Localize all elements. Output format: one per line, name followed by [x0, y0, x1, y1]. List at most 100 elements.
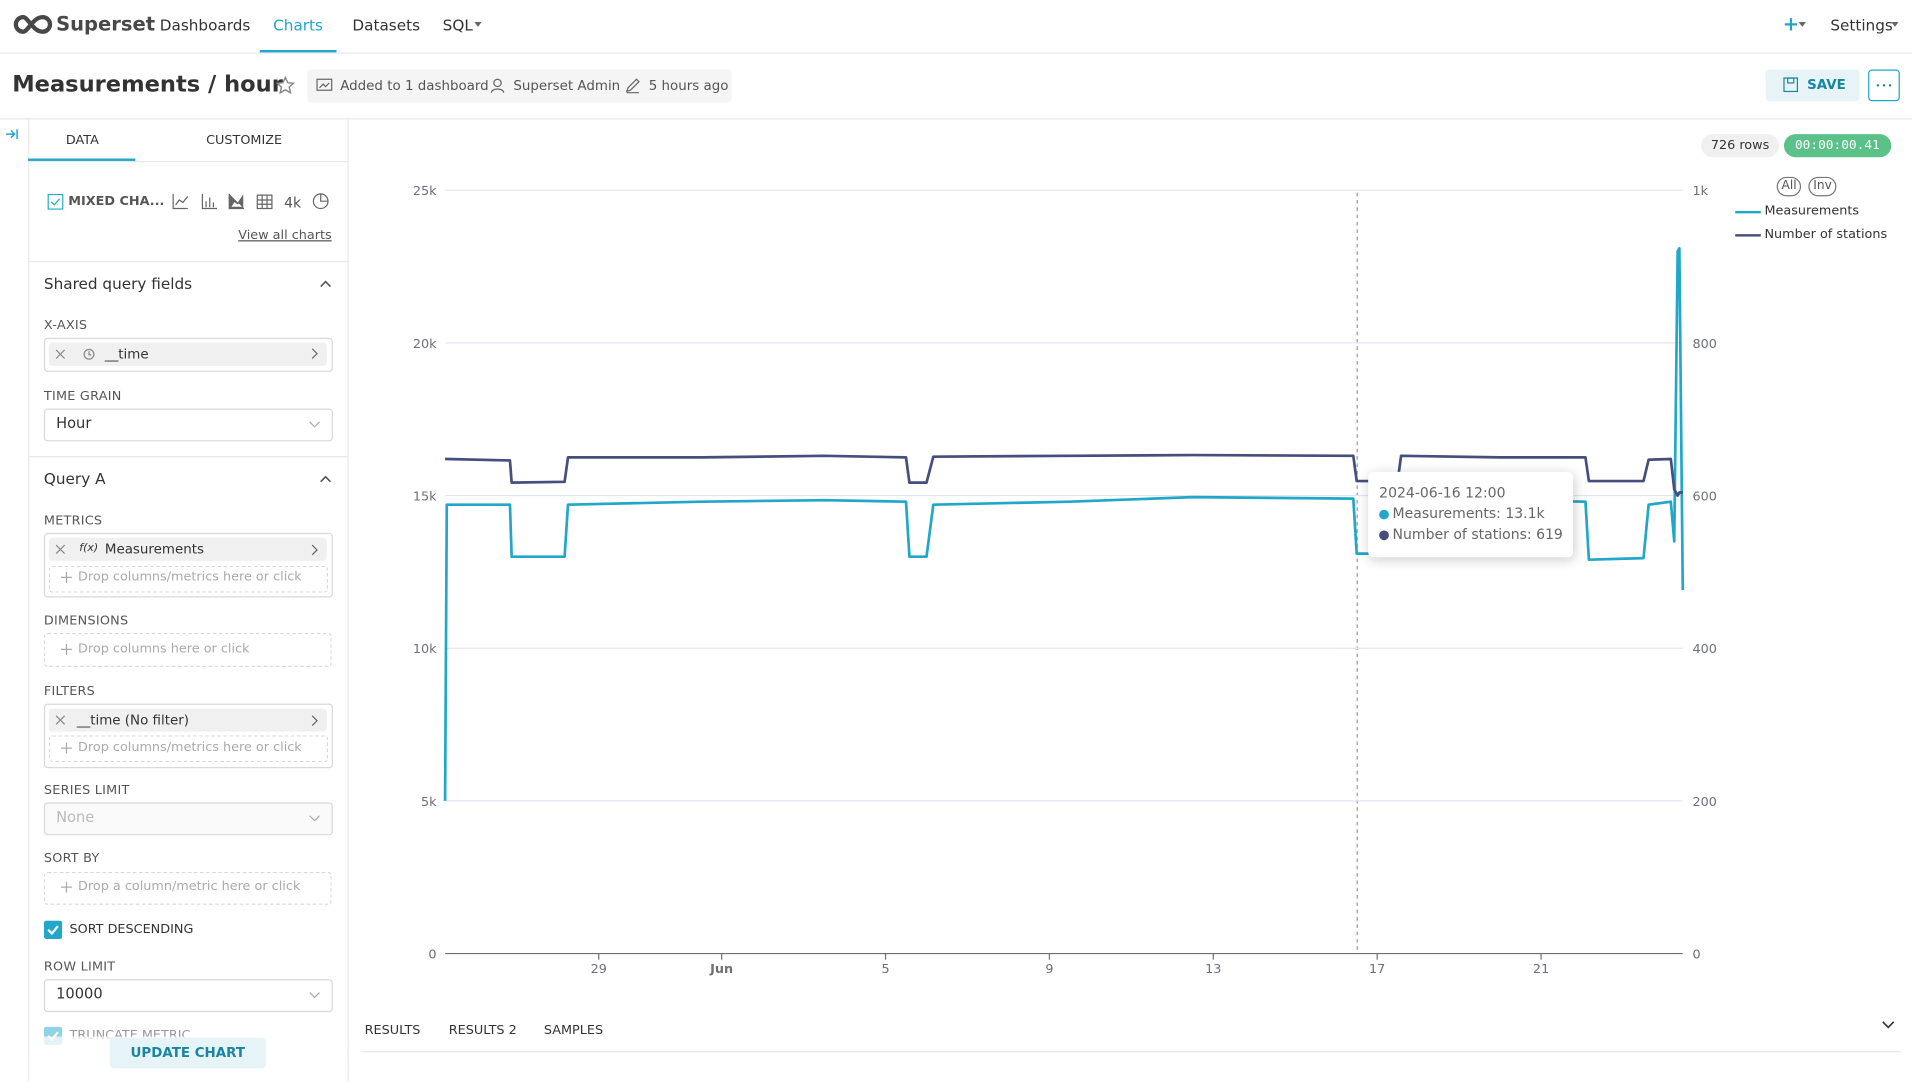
results-tab[interactable]: RESULTS [364, 1023, 421, 1038]
y-tick-label: 0 [428, 947, 436, 962]
tooltip-line: Measurements: 13.1k [1392, 504, 1545, 522]
divider [362, 1051, 1902, 1053]
tooltip-title: 2024-06-16 12:00 [1379, 484, 1506, 502]
pill-arrow[interactable] [311, 544, 318, 556]
tooltip-line: Number of stations: 619 [1392, 525, 1563, 543]
tab-indicator [28, 158, 136, 161]
section-title[interactable]: Query A [43, 469, 106, 488]
metric-pill[interactable] [48, 537, 327, 561]
y-tick-label: 10k [413, 642, 437, 657]
select[interactable] [43, 408, 333, 442]
select-value: 10000 [56, 985, 103, 1003]
x-tick-label: 9 [1045, 962, 1053, 977]
dashboard-count[interactable]: Added to 1 dashboard [340, 78, 489, 94]
checkbox-icon [47, 193, 64, 210]
drop-zone[interactable] [48, 565, 329, 593]
divider [0, 118, 1912, 120]
series-line [443, 246, 1685, 801]
y2-tick-label: 0 [1693, 947, 1701, 962]
divider [0, 52, 1912, 54]
modified-time: 5 hours ago [648, 78, 729, 94]
column-pill[interactable] [48, 342, 327, 366]
select-caret [309, 992, 320, 999]
more-button[interactable] [1868, 69, 1900, 102]
nav-link[interactable]: Datasets [352, 15, 421, 35]
collapse-caret[interactable] [319, 474, 332, 483]
edit-icon [625, 78, 640, 94]
pill-arrow[interactable] [311, 715, 318, 727]
view-all-charts[interactable]: View all charts [238, 228, 332, 243]
results-tab[interactable]: RESULTS 2 [448, 1023, 517, 1038]
favorite-star[interactable] [275, 75, 296, 96]
tab[interactable]: CUSTOMIZE [206, 132, 283, 148]
remove-icon[interactable] [55, 544, 67, 556]
checkbox[interactable] [43, 920, 63, 939]
settings-menu[interactable]: Settings [1830, 15, 1893, 35]
viz-icons[interactable] [172, 193, 337, 211]
save-button[interactable] [1765, 69, 1860, 102]
logo-icon [13, 14, 53, 34]
update-button[interactable] [109, 1037, 266, 1069]
plus-icon [60, 643, 72, 655]
owner: Superset Admin [513, 78, 621, 94]
y2-tick-label: 400 [1693, 642, 1717, 657]
save-label[interactable]: SAVE [1807, 76, 1846, 93]
drop-zone[interactable] [43, 871, 332, 905]
section-title[interactable]: Shared query fields [43, 274, 193, 293]
legend-invert[interactable]: Inv [1808, 176, 1837, 197]
results-tab[interactable]: SAMPLES [543, 1023, 604, 1038]
caret [1798, 21, 1806, 27]
legend-label[interactable]: Measurements [1764, 203, 1860, 219]
new-button[interactable]: + [1782, 12, 1800, 36]
brand[interactable]: Superset [56, 12, 156, 36]
remove-icon[interactable] [55, 715, 67, 727]
drop-placeholder: Drop columns/metrics here or click [78, 569, 302, 585]
expand-caret[interactable] [1882, 1021, 1895, 1030]
legend-select-all[interactable]: All [1776, 176, 1802, 197]
update-label[interactable]: UPDATE CHART [130, 1045, 246, 1061]
select-caret [309, 421, 320, 428]
collapse-icon[interactable] [5, 128, 20, 140]
x-tick-label: 13 [1205, 962, 1221, 977]
divider [28, 456, 348, 458]
tooltip [1368, 471, 1574, 558]
nav-active-indicator [259, 49, 337, 53]
collapse-caret[interactable] [319, 279, 332, 288]
tooltip-dot [1379, 530, 1389, 541]
series-line [445, 453, 1683, 497]
divider [28, 160, 348, 163]
tab[interactable]: DATA [65, 132, 99, 148]
chart-title[interactable]: Measurements / hour [12, 71, 283, 98]
field-label: SORT BY [43, 851, 100, 866]
nav-link[interactable]: Dashboards [159, 15, 251, 35]
tooltip-dot [1379, 509, 1389, 520]
y-tick-label: 20k [413, 337, 437, 352]
more-icon [1876, 84, 1892, 87]
user-icon [490, 78, 505, 93]
field-label: ROW LIMIT [43, 959, 116, 975]
plus-icon [60, 571, 72, 583]
field-label: TIME GRAIN [43, 388, 122, 404]
nav-link[interactable]: Charts [273, 15, 323, 35]
viz-type[interactable]: MIXED CHA... [68, 193, 165, 209]
viz-4k[interactable]: 4k [284, 193, 302, 211]
y2-tick-label: 600 [1693, 489, 1717, 504]
field-label: SERIES LIMIT [43, 782, 130, 798]
filter-pill[interactable] [48, 708, 327, 732]
x-tick-label: 17 [1369, 962, 1385, 977]
nav-link[interactable]: SQL [442, 15, 473, 35]
pill-arrow[interactable] [311, 348, 318, 360]
y-tick-label: 5k [421, 795, 437, 810]
select-caret [309, 815, 320, 822]
select-value: None [56, 808, 95, 826]
y-tick-label: 15k [413, 489, 437, 504]
drop-zone[interactable] [43, 632, 332, 668]
drop-zone[interactable] [48, 735, 329, 763]
legend-swatch [1735, 210, 1761, 214]
select[interactable] [43, 802, 333, 836]
legend-label[interactable]: Number of stations [1764, 226, 1888, 242]
select[interactable] [43, 979, 333, 1013]
drop-placeholder: Drop a column/metric here or click [78, 879, 301, 894]
save-icon [1783, 77, 1799, 93]
